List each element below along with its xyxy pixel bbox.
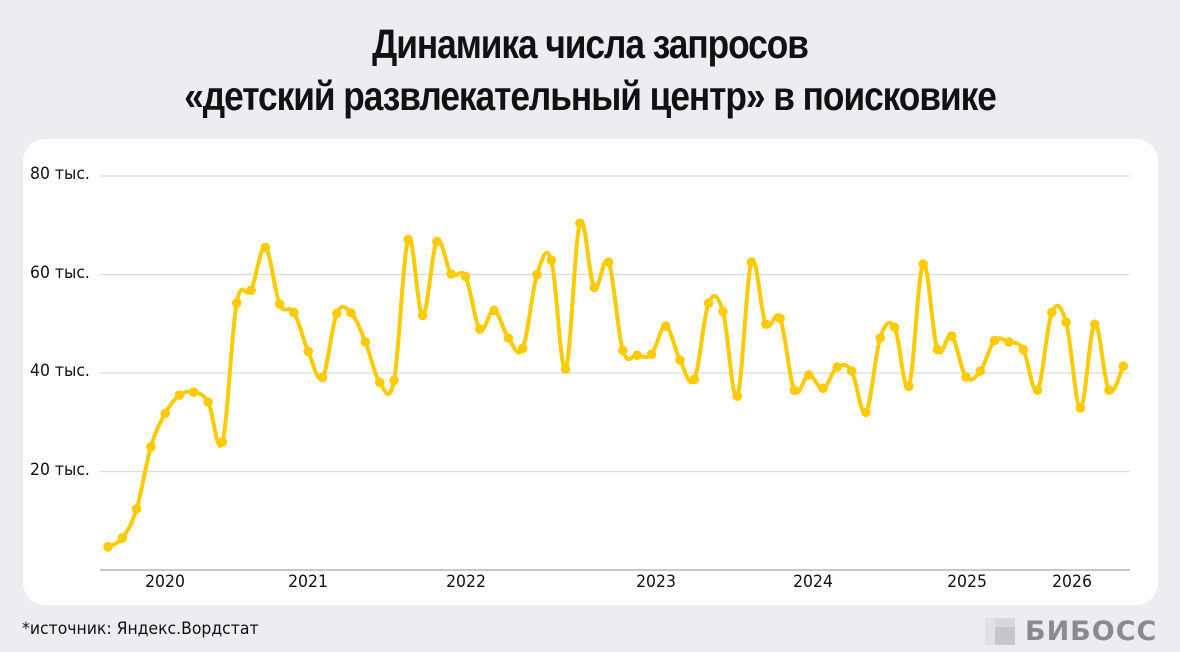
data-point: [632, 350, 642, 361]
x-tick-label: 2020: [145, 572, 186, 592]
data-point: [646, 349, 657, 360]
data-point: [203, 397, 213, 407]
y-tick-label: 40 тыс.: [30, 361, 90, 381]
x-tick-label: 2022: [445, 572, 486, 592]
data-point: [575, 218, 585, 229]
data-point: [517, 343, 528, 354]
data-point: [403, 234, 414, 245]
data-point: [803, 370, 814, 380]
data-point: [746, 257, 757, 267]
data-point: [417, 310, 428, 321]
data-point: [446, 269, 457, 279]
data-point: [932, 344, 943, 355]
series-line: [106, 219, 1126, 549]
data-point: [589, 282, 599, 293]
y-tick-label: 20 тыс.: [30, 459, 90, 480]
data-point: [131, 504, 142, 514]
gridlines: [100, 175, 1130, 473]
data-point: [560, 364, 571, 374]
y-tick-label: 80 тыс.: [30, 164, 90, 184]
data-point: [703, 298, 714, 308]
data-point: [660, 321, 671, 332]
data-point: [775, 313, 785, 324]
logo-mark-icon: [985, 618, 1015, 645]
data-point: [289, 307, 299, 318]
data-point: [231, 298, 242, 308]
y-tick-label: 60 тыс.: [30, 262, 90, 283]
data-point: [861, 407, 871, 418]
data-point: [389, 375, 399, 386]
data-point: [189, 387, 199, 398]
data-point: [1047, 307, 1057, 318]
data-point: [346, 308, 356, 318]
data-point: [846, 366, 857, 376]
data-point: [160, 408, 170, 419]
x-tick-label: 2026: [1051, 572, 1092, 592]
data-point: [360, 337, 371, 347]
data-point: [875, 333, 885, 343]
data-point: [546, 255, 557, 266]
data-point: [946, 331, 957, 341]
source-note: *источник: Яндекс.Вордстат: [22, 619, 259, 639]
data-point: [832, 362, 843, 372]
x-tick-label: 2024: [793, 572, 833, 592]
data-point: [904, 381, 914, 392]
data-point: [618, 345, 628, 356]
data-point: [374, 377, 385, 388]
data-point: [475, 324, 485, 334]
data-point: [732, 391, 742, 401]
data-point: [146, 442, 156, 452]
data-point: [789, 385, 800, 396]
data-point: [260, 242, 271, 253]
x-tick-label: 2023: [635, 572, 676, 592]
data-point: [975, 366, 986, 376]
chart-title-line2: «детский развлекательный центр» в поиско…: [184, 73, 997, 119]
data-point: [117, 533, 128, 543]
data-point: [1061, 317, 1071, 328]
data-point: [1089, 319, 1100, 330]
data-point: [1104, 385, 1114, 396]
data-point: [317, 372, 328, 383]
x-tick-label: 2021: [288, 572, 329, 592]
data-point: [1075, 403, 1086, 413]
chart-card: [23, 139, 1158, 605]
series-markers: [103, 218, 1129, 552]
data-point: [246, 285, 256, 296]
data-point: [889, 322, 900, 332]
data-point: [1118, 361, 1129, 371]
data-point: [174, 390, 185, 400]
data-point: [1032, 385, 1043, 396]
data-point: [303, 346, 314, 357]
data-point: [761, 319, 771, 330]
brand-logo: БИБОСС: [985, 616, 1157, 647]
data-point: [689, 374, 700, 385]
data-point: [274, 299, 285, 309]
data-point: [432, 236, 442, 247]
data-point: [718, 306, 728, 317]
data-point: [503, 333, 514, 343]
data-point: [489, 305, 499, 316]
data-point: [818, 383, 828, 394]
data-point: [675, 355, 685, 365]
data-point: [1004, 337, 1014, 347]
x-tick-label: 2025: [947, 572, 988, 592]
chart-title: Динамика числа запросов «детский развлек…: [83, 18, 1098, 122]
data-point: [332, 308, 342, 319]
chart-title-line1: Динамика числа запросов: [372, 21, 809, 67]
logo-text: БИБОСС: [1025, 616, 1158, 647]
data-point: [961, 372, 971, 382]
data-point: [989, 335, 1000, 346]
data-point: [103, 542, 113, 552]
data-point: [217, 437, 228, 447]
data-point: [1018, 344, 1028, 355]
data-point: [532, 269, 542, 280]
data-point: [603, 257, 614, 267]
data-point: [918, 259, 928, 269]
data-point: [460, 271, 471, 282]
